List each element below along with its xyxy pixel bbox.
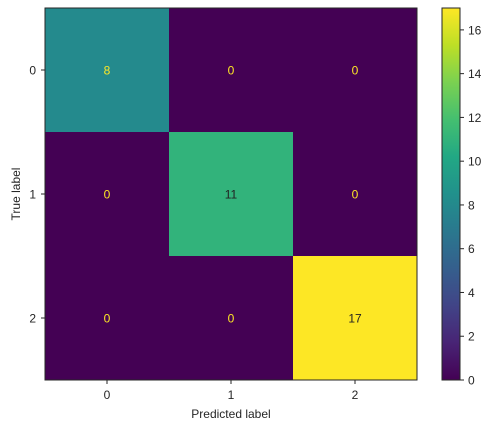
- colorbar-tick-label: 12: [468, 111, 482, 125]
- heatmap-cell: [45, 132, 170, 257]
- heatmap-cell: [169, 8, 294, 133]
- cell-value-label: 11: [225, 188, 238, 202]
- colorbar-ticks: 0 2 4 6 8 10 12 14 16: [460, 23, 482, 388]
- heatmap-cell-labels: 8 0 0 0 11 0 0 0 17: [104, 64, 362, 326]
- heatmap-cell: [169, 132, 294, 257]
- colorbar-tick-label: 0: [468, 374, 475, 388]
- heatmap-cell: [169, 256, 294, 381]
- x-axis-label: Predicted label: [191, 407, 270, 421]
- cell-value-label: 0: [352, 64, 359, 78]
- y-tick-label: 0: [29, 64, 36, 78]
- heatmap-cell: [293, 256, 418, 381]
- colorbar-tick-label: 14: [468, 67, 482, 81]
- heatmap-cell: [293, 8, 418, 133]
- y-axis-label: True label: [9, 168, 23, 221]
- x-axis-ticks: 0 1 2: [104, 380, 359, 402]
- colorbar-tick-label: 6: [468, 242, 475, 256]
- heatmap-cells: [45, 8, 418, 381]
- colorbar: [441, 7, 461, 381]
- cell-value-label: 0: [104, 312, 111, 326]
- cell-value-label: 17: [348, 312, 362, 326]
- colorbar-tick-label: 10: [468, 155, 482, 169]
- heatmap-cell: [45, 256, 170, 381]
- x-tick-label: 2: [352, 388, 359, 402]
- x-tick-label: 1: [228, 388, 235, 402]
- cell-value-label: 0: [104, 188, 111, 202]
- x-tick-label: 0: [104, 388, 111, 402]
- colorbar-tick-label: 8: [468, 198, 475, 212]
- cell-value-label: 0: [228, 312, 235, 326]
- cell-value-label: 8: [104, 64, 111, 78]
- cell-value-label: 0: [352, 188, 359, 202]
- y-tick-label: 1: [29, 188, 36, 202]
- colorbar-tick-label: 4: [468, 286, 475, 300]
- heatmap-cell: [293, 132, 418, 257]
- colorbar-tick-label: 2: [468, 330, 475, 344]
- colorbar-tick-label: 16: [468, 23, 482, 37]
- heatmap-cell: [45, 8, 170, 133]
- y-tick-label: 2: [29, 312, 36, 326]
- cell-value-label: 0: [228, 64, 235, 78]
- y-axis-ticks: 0 1 2: [29, 64, 45, 326]
